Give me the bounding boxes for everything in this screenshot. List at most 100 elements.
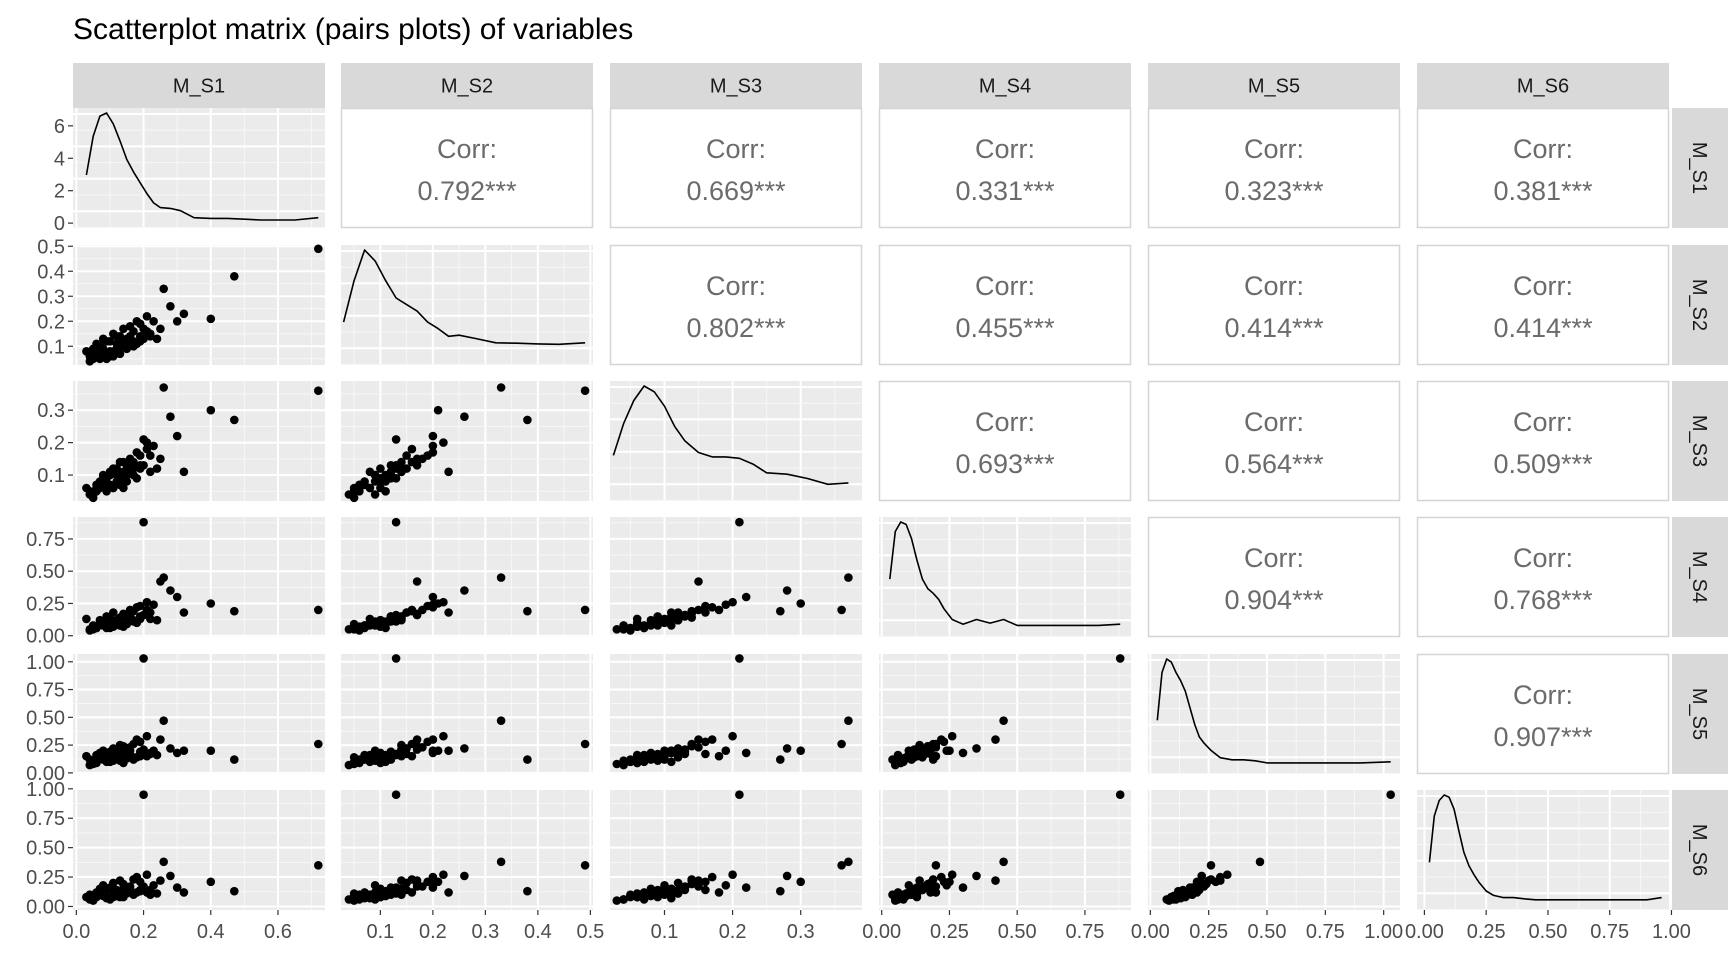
data-point: [626, 623, 635, 633]
panel-M_S6-M_S3: 0.1 0.2 0.3: [610, 790, 862, 943]
data-point: [407, 875, 417, 884]
data-point: [423, 601, 432, 611]
panel-M_S3-M_S3: [610, 381, 862, 501]
row-strip-M_S1: [1672, 108, 1728, 228]
corr-value: 0.381***: [1493, 176, 1593, 206]
data-point: [146, 608, 155, 617]
data-point: [122, 750, 132, 760]
data-point: [646, 891, 656, 901]
data-point: [735, 517, 744, 527]
corr-panel-border: [878, 244, 1132, 366]
data-point: [958, 748, 968, 758]
data-point: [92, 339, 101, 349]
data-point: [102, 487, 111, 496]
data-point: [667, 757, 676, 767]
data-point: [102, 623, 111, 633]
data-point: [741, 592, 751, 602]
panel-M_S1-M_S1: 0 2 4 6: [54, 108, 325, 235]
density-curve-M_S1: [85, 112, 319, 221]
data-point: [972, 871, 981, 881]
data-point: [102, 892, 111, 902]
panel-M_S4-M_S4: [879, 517, 1131, 637]
data-point: [85, 357, 95, 366]
row-strip-M_S6: [1672, 790, 1728, 910]
data-point: [619, 760, 628, 770]
data-point: [109, 483, 118, 493]
x-tick-label: 0.00: [862, 921, 901, 943]
panel-M_S6-M_S2: 0.1 0.2 0.3 0.4 0.5: [341, 790, 604, 943]
data-point: [135, 461, 145, 470]
y-tick-label: 1.00: [26, 652, 65, 674]
data-point: [112, 470, 121, 480]
data-point: [129, 739, 138, 749]
data-point: [122, 617, 132, 626]
data-point: [701, 601, 710, 611]
data-point: [152, 889, 162, 898]
row-strip-label-M_S3: M_S3: [1688, 415, 1710, 467]
corr-value: 0.669***: [686, 176, 786, 206]
data-point: [386, 461, 396, 470]
data-point: [159, 573, 168, 582]
data-point: [135, 337, 145, 346]
x-tick-label: 0.75: [1306, 921, 1345, 943]
data-point: [370, 881, 380, 890]
data-point: [360, 754, 369, 763]
corr-panel-border: [878, 107, 1132, 229]
corr-panel-border: [1416, 107, 1670, 229]
corr-label: Corr:: [1513, 271, 1573, 301]
data-point: [653, 618, 662, 628]
data-point: [646, 621, 656, 630]
data-point: [159, 284, 168, 294]
panel-M_S6-M_S4: 0.00 0.25 0.50 0.75: [862, 790, 1131, 943]
data-point: [632, 892, 642, 902]
data-point: [694, 577, 703, 586]
data-point: [439, 438, 448, 447]
data-point: [972, 744, 981, 753]
data-point: [139, 790, 148, 799]
x-tick-label: 0.00: [1405, 921, 1444, 943]
data-point: [1115, 654, 1125, 663]
data-point: [135, 601, 145, 611]
data-point: [496, 857, 506, 867]
data-point: [444, 746, 453, 755]
data-point: [102, 354, 111, 364]
x-tick-label: 0.1: [651, 921, 679, 943]
density-curve-M_S6: [1428, 794, 1662, 901]
data-point: [776, 755, 785, 764]
data-point: [142, 438, 152, 447]
y-tick-label: 0.1: [37, 336, 65, 358]
x-tick-label: 0.2: [419, 921, 447, 943]
column-strip-M_S1: [73, 63, 325, 108]
data-point: [423, 451, 432, 460]
panel-M_S1-M_S5: Corr: 0.323***: [1147, 107, 1401, 229]
corr-label: Corr:: [1513, 407, 1573, 437]
data-point: [909, 889, 919, 898]
data-point: [667, 621, 676, 630]
data-point: [119, 741, 128, 751]
data-point: [1223, 870, 1232, 879]
x-tick-label: 0.0: [62, 921, 90, 943]
panel-M_S1-M_S6: Corr: 0.381***: [1416, 107, 1670, 229]
panel-M_S1-M_S2: Corr: 0.792***: [340, 107, 594, 229]
data-point: [402, 608, 411, 617]
data-point: [701, 737, 710, 747]
data-point: [407, 444, 417, 454]
data-point: [721, 746, 731, 755]
data-point: [999, 716, 1008, 725]
data-point: [85, 625, 95, 634]
data-point: [159, 857, 168, 867]
corr-label: Corr:: [1244, 407, 1304, 437]
panel-background: [1417, 790, 1669, 910]
y-tick-label: 0.75: [26, 808, 65, 830]
data-point: [931, 861, 941, 870]
panel-M_S2-M_S5: Corr: 0.414***: [1147, 244, 1401, 366]
data-point: [694, 735, 703, 744]
chart-title: Scatterplot matrix (pairs plots) of vari…: [73, 13, 633, 46]
data-point: [1190, 885, 1199, 895]
x-tick-label: 0.5: [576, 921, 604, 943]
x-tick-label: 0.2: [719, 921, 747, 943]
data-point: [129, 606, 138, 616]
data-point: [112, 464, 121, 473]
data-point: [580, 605, 590, 615]
data-point: [129, 615, 138, 625]
